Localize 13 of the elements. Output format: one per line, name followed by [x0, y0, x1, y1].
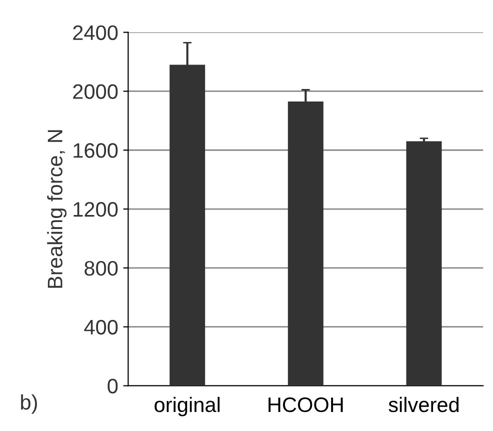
y-tick-label: 0: [108, 378, 118, 394]
y-tick-label: 400: [84, 320, 118, 335]
x-tick-label: HCOOH: [268, 397, 343, 412]
x-tick-label: original: [154, 396, 220, 416]
y-tick-label: 1600: [74, 143, 118, 158]
y-tick-label: 1200: [74, 202, 118, 217]
y-tick-label: 2400: [73, 25, 118, 40]
y-tick-label: 800: [84, 260, 118, 276]
x-tick-label: silvered: [388, 396, 459, 412]
y-tick-label: 2000: [73, 84, 118, 99]
y-axis-title: Breaking force, N: [47, 130, 67, 288]
bar: [406, 141, 442, 386]
text: b): [21, 394, 37, 414]
